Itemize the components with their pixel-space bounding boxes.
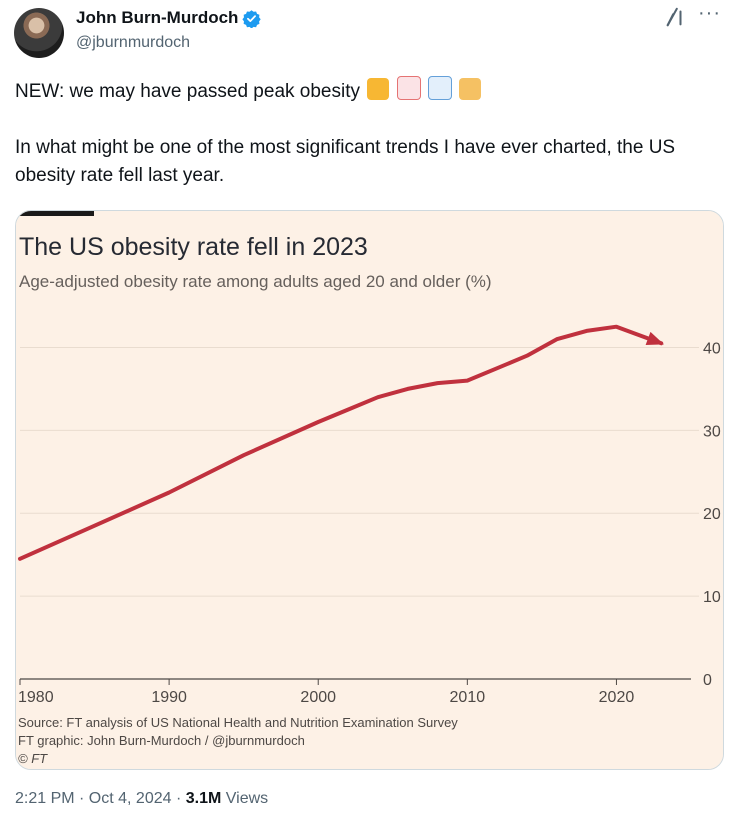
chart-background	[16, 211, 723, 769]
line-arrowhead	[645, 331, 664, 345]
views-count: 3.1M	[185, 790, 222, 807]
grok-icon[interactable]	[664, 6, 686, 28]
x-tick-label: 1980	[18, 689, 54, 706]
y-tick-label: 30	[703, 423, 721, 440]
x-axis: 1980 1990 2000 2010 2020	[18, 678, 691, 706]
chart-title: The US obesity rate fell in 2023	[19, 233, 368, 261]
avatar[interactable]	[14, 8, 64, 58]
chart-series	[18, 324, 664, 561]
folded-hands-icon	[459, 78, 482, 100]
more-options-icon[interactable]: ···	[698, 2, 721, 24]
party-popper-icon	[367, 78, 390, 100]
chart-increasing-icon	[396, 76, 421, 100]
chart-source-line-1: Source: FT analysis of US National Healt…	[18, 715, 458, 730]
author-display-name[interactable]: John Burn-Murdoch	[76, 8, 239, 27]
x-tick-label: 1990	[151, 689, 187, 706]
x-tick-label: 2010	[450, 689, 486, 706]
author-name-row: John Burn-Murdoch	[76, 8, 262, 28]
x-tick-label: 2020	[599, 689, 635, 706]
obesity-line-chart: The US obesity rate fell in 2023 Age-adj…	[16, 211, 723, 769]
y-tick-label: 0	[703, 672, 712, 689]
x-tick-label: 2000	[300, 689, 336, 706]
y-tick-label: 40	[703, 340, 721, 357]
chart-source-line-3: © FT	[18, 751, 48, 766]
y-axis-ticks: 0 10 20 30 40	[703, 340, 721, 689]
chart-subtitle: Age-adjusted obesity rate among adults a…	[19, 272, 492, 291]
views-label: Views	[221, 790, 269, 807]
chart-decreasing-icon	[427, 76, 452, 100]
y-tick-label: 10	[703, 589, 721, 606]
tweet-timestamp[interactable]: 2:21 PM · Oct 4, 2024 · 3.1M Views	[15, 790, 268, 808]
tweet-text: NEW: we may have passed peak obesity In …	[15, 76, 725, 190]
author-handle[interactable]: @jburnmurdoch	[76, 34, 191, 51]
ft-brand-bar	[16, 211, 94, 216]
verified-badge-icon	[242, 9, 262, 28]
chart-source-line-2: FT graphic: John Burn-Murdoch / @jburnmu…	[18, 733, 305, 748]
tweet-line-2: In what might be one of the most signifi…	[15, 137, 676, 186]
tweet-time[interactable]: 2:21 PM · Oct 4, 2024 ·	[15, 790, 186, 807]
tweet-line-1: NEW: we may have passed peak obesity	[15, 81, 360, 102]
y-tick-label: 20	[703, 506, 721, 523]
obesity-rate-line	[18, 324, 664, 561]
chart-gridlines	[20, 346, 699, 597]
chart-image[interactable]: The US obesity rate fell in 2023 Age-adj…	[15, 210, 724, 770]
